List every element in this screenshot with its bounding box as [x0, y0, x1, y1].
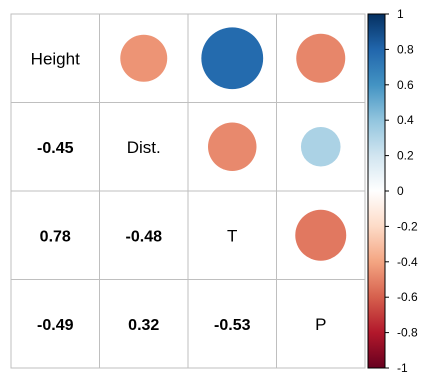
cell-labels: Height Dist. T P -0.45 0.78 -0.48 -0.49 0.32 -0.5… — [31, 49, 327, 334]
colorbar-tick-label: 0 — [397, 184, 404, 198]
corr-circle-Dist.-T — [208, 122, 257, 171]
corr-circle-Dist.-P — [300, 126, 341, 167]
corr-value-label: -0.53 — [214, 317, 251, 334]
colorbar-tick-label: 1 — [397, 7, 404, 21]
colorbar-tick-label: -0.4 — [397, 255, 418, 269]
corr-circle-Height-Dist. — [120, 34, 168, 82]
corr-circle-Height-T — [201, 27, 264, 90]
variable-label: Dist. — [127, 138, 161, 157]
corr-value-label: 0.32 — [128, 317, 159, 334]
corr-circle-Height-P — [296, 33, 346, 83]
colorbar-tick-label: -0.2 — [397, 219, 418, 233]
color-legend: 1 0.8 0.6 0.4 0.2 0 -0.2 -0.4 -0.6 -0.8 -1 — [367, 7, 418, 373]
corr-value-label: -0.48 — [126, 228, 163, 245]
colorbar-tick-label: -0.6 — [397, 290, 418, 304]
corr-circle-T-P — [295, 209, 347, 261]
colorbar-tick-label: 0.6 — [397, 78, 414, 92]
variable-label: P — [315, 315, 326, 334]
corr-value-label: -0.49 — [37, 317, 74, 334]
colorbar-tick-label: 0.2 — [397, 149, 414, 163]
colorbar-tick-label: 0.8 — [397, 42, 414, 56]
colorbar-tick-label: -1 — [397, 361, 408, 373]
variable-label: T — [227, 226, 237, 245]
corr-value-label: 0.78 — [40, 228, 71, 245]
colorbar-tick-label: 0.4 — [397, 113, 414, 127]
correlation-circles — [120, 27, 347, 261]
colorbar-tick-label: -0.8 — [397, 326, 418, 340]
corr-value-label: -0.45 — [37, 140, 74, 157]
colorbar-gradient — [367, 13, 386, 369]
variable-label: Height — [31, 49, 80, 68]
